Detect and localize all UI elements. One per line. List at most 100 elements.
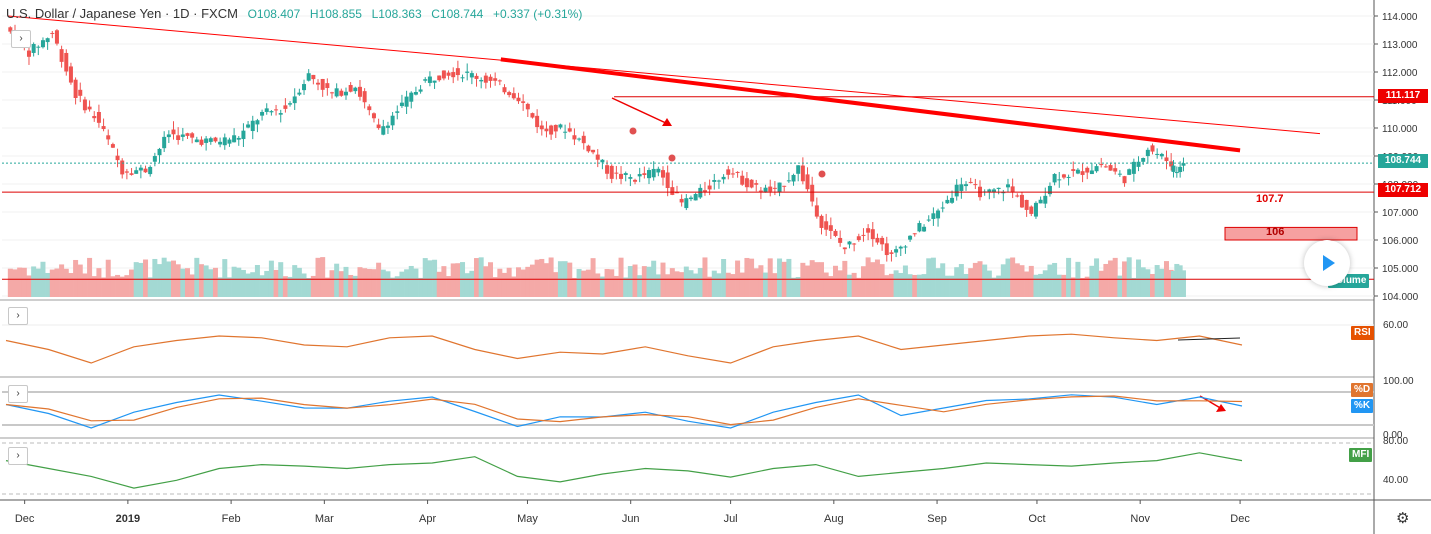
volume-bar	[590, 258, 596, 297]
volume-bar	[338, 271, 344, 297]
candle-body	[614, 172, 619, 174]
candle-body	[1171, 165, 1176, 172]
volume-bar	[240, 269, 246, 297]
candle-body	[987, 189, 992, 193]
candle-body	[190, 133, 195, 138]
play-button[interactable]	[1304, 240, 1350, 286]
volume-bar	[576, 268, 582, 297]
volume-bar	[1042, 270, 1048, 297]
candle-body	[288, 103, 293, 105]
stoch-tick-0: 0.00	[1383, 430, 1403, 441]
volume-bar	[259, 275, 265, 297]
stoch-d-label: %D	[1351, 383, 1374, 397]
volume-bar	[763, 272, 769, 297]
candle-body	[432, 80, 437, 83]
candle-body	[1131, 161, 1136, 174]
mfi-pane	[2, 442, 1374, 495]
stoch-k-line	[5, 394, 1243, 429]
candle-body	[194, 139, 199, 143]
candle-body	[176, 135, 181, 141]
volume-bar	[180, 268, 186, 297]
chevron-right-icon[interactable]: ›	[11, 30, 31, 48]
gear-icon[interactable]: ⚙	[1396, 510, 1410, 527]
volume-bar	[805, 265, 811, 297]
candle-body	[936, 210, 941, 219]
volume-bar	[478, 257, 484, 297]
candle-body	[423, 79, 428, 81]
candle-body	[768, 186, 773, 192]
candle-body	[465, 71, 470, 73]
candle-body	[595, 154, 600, 160]
volume-bar	[637, 275, 643, 297]
volume-bar	[91, 276, 97, 297]
candle-body	[656, 168, 661, 173]
volume-bar	[786, 258, 792, 297]
time-tick-label: Nov	[1130, 513, 1150, 525]
candle-body	[451, 72, 456, 78]
volume-bar	[21, 267, 27, 297]
mfi-label: MFI	[1349, 448, 1373, 462]
candle-body	[679, 198, 684, 203]
volume-bar	[1033, 274, 1039, 297]
chart-header: U.S. Dollar / Japanese Yen · 1D · FXCM O…	[6, 6, 582, 21]
volume-bar	[87, 257, 93, 297]
candle-body	[320, 78, 325, 90]
volume-bar	[404, 269, 410, 297]
volume-bar	[292, 265, 298, 297]
time-tick-label: Aug	[824, 513, 844, 525]
candle-body	[875, 237, 880, 243]
candle-body	[619, 173, 624, 179]
candle-body	[954, 184, 959, 197]
candle-body	[535, 115, 540, 128]
volume-bar	[716, 273, 722, 297]
chevron-right-icon[interactable]: ›	[8, 385, 28, 403]
volume-bar	[208, 269, 214, 297]
candle-body	[40, 40, 45, 48]
candle-body	[1001, 192, 1006, 194]
candle-body	[973, 184, 978, 186]
candle-body	[698, 187, 703, 198]
volume-bar	[553, 272, 559, 297]
candle-body	[455, 68, 460, 76]
volume-bar	[1145, 269, 1151, 297]
candle-body	[856, 236, 861, 241]
volume-bar	[809, 260, 815, 297]
time-tick-label: May	[517, 513, 538, 525]
chevron-right-icon[interactable]: ›	[8, 307, 28, 325]
candle-body	[1005, 184, 1010, 188]
candle-body	[1117, 173, 1122, 175]
candle-body	[749, 179, 754, 188]
chevron-right-icon[interactable]: ›	[8, 447, 28, 465]
volume-bar	[646, 266, 652, 297]
candle-body	[1127, 169, 1132, 175]
volume-bar	[1150, 273, 1156, 297]
volume-bar	[1005, 258, 1011, 297]
play-icon	[1323, 255, 1335, 271]
candle-body	[106, 135, 111, 140]
candle-body	[110, 144, 115, 148]
volume-bar	[912, 274, 918, 297]
volume-bar	[902, 265, 908, 297]
volume-bar	[413, 268, 419, 297]
candle-body	[922, 226, 927, 232]
volume-bar	[147, 277, 153, 297]
symbol-title[interactable]: U.S. Dollar / Japanese Yen · 1D · FXCM	[6, 6, 238, 21]
volume-bar	[175, 264, 181, 297]
candle-body	[702, 190, 707, 192]
volume-bar	[1056, 274, 1062, 297]
volume-bar	[632, 264, 638, 297]
candle-body	[968, 181, 973, 183]
candle-body	[460, 77, 465, 79]
candle-body	[623, 173, 628, 175]
volume-bar	[669, 268, 675, 297]
volume-bar	[1131, 277, 1137, 297]
candle-body	[166, 134, 171, 138]
candle-body	[208, 138, 213, 142]
volume-bar	[1084, 276, 1090, 297]
candle-body	[1150, 145, 1155, 152]
candle-body	[1174, 172, 1179, 174]
candle-body	[78, 89, 83, 96]
volume-bar	[1024, 271, 1030, 297]
candle-body	[912, 233, 917, 235]
